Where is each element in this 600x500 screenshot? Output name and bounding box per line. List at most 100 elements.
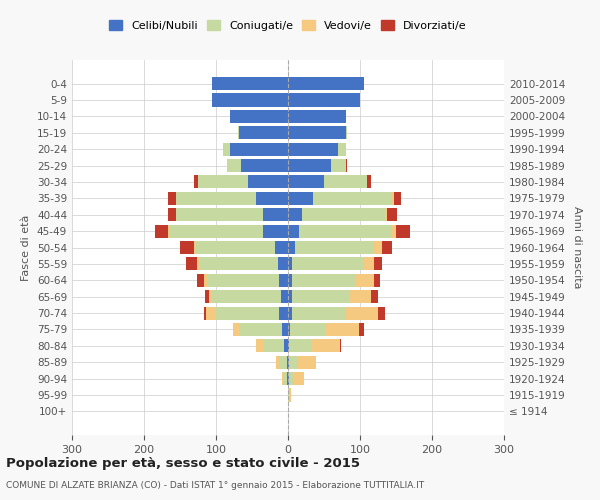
Bar xyxy=(364,258,374,270)
Bar xyxy=(392,192,394,205)
Bar xyxy=(280,306,288,320)
Bar xyxy=(208,274,280,287)
Bar xyxy=(282,323,288,336)
Bar xyxy=(289,372,293,385)
Bar xyxy=(359,323,364,336)
Bar xyxy=(288,241,295,254)
Bar xyxy=(280,274,288,287)
Bar xyxy=(298,356,316,369)
Y-axis label: Fasce di età: Fasce di età xyxy=(22,214,31,280)
Bar xyxy=(212,77,288,90)
Bar xyxy=(288,306,292,320)
Bar xyxy=(340,340,341,352)
Bar xyxy=(275,241,288,254)
Bar xyxy=(338,142,346,156)
Bar xyxy=(356,274,374,287)
Bar xyxy=(378,306,385,320)
Bar xyxy=(346,159,347,172)
Bar xyxy=(288,192,313,205)
Legend: Celibi/Nubili, Coniugati/e, Vedovi/e, Divorziati/e: Celibi/Nubili, Coniugati/e, Vedovi/e, Di… xyxy=(106,17,470,34)
Bar xyxy=(292,290,349,303)
Bar xyxy=(204,274,208,287)
Bar xyxy=(194,176,198,188)
Bar xyxy=(382,241,392,254)
Bar xyxy=(288,110,346,123)
Bar xyxy=(287,356,288,369)
Bar xyxy=(371,290,378,303)
Bar xyxy=(212,94,288,106)
Bar xyxy=(281,290,288,303)
Text: COMUNE DI ALZATE BRIANZA (CO) - Dati ISTAT 1° gennaio 2015 - Elaborazione TUTTIT: COMUNE DI ALZATE BRIANZA (CO) - Dati IST… xyxy=(6,481,424,490)
Bar xyxy=(198,176,248,188)
Bar xyxy=(248,176,288,188)
Bar xyxy=(287,372,288,385)
Bar xyxy=(313,192,392,205)
Bar xyxy=(168,224,169,237)
Bar xyxy=(288,208,302,222)
Bar xyxy=(256,192,288,205)
Bar xyxy=(288,176,324,188)
Bar xyxy=(367,176,371,188)
Bar xyxy=(215,306,280,320)
Bar xyxy=(227,159,241,172)
Bar xyxy=(326,323,359,336)
Bar xyxy=(168,208,176,222)
Bar xyxy=(288,258,292,270)
Bar xyxy=(197,258,199,270)
Bar xyxy=(293,372,304,385)
Bar xyxy=(288,142,338,156)
Bar xyxy=(281,372,283,385)
Bar xyxy=(324,176,367,188)
Bar xyxy=(263,340,284,352)
Bar xyxy=(288,126,346,140)
Bar xyxy=(280,356,287,369)
Bar xyxy=(284,340,288,352)
Bar xyxy=(283,372,287,385)
Text: Popolazione per età, sesso e stato civile - 2015: Popolazione per età, sesso e stato civil… xyxy=(6,458,360,470)
Bar xyxy=(197,274,204,287)
Bar xyxy=(196,241,275,254)
Bar xyxy=(176,192,256,205)
Bar xyxy=(386,208,397,222)
Bar xyxy=(331,159,346,172)
Bar xyxy=(278,258,288,270)
Bar xyxy=(276,356,280,369)
Bar xyxy=(205,306,206,320)
Bar xyxy=(209,290,212,303)
Bar xyxy=(288,340,289,352)
Bar xyxy=(199,258,278,270)
Bar xyxy=(392,224,396,237)
Bar xyxy=(238,126,239,140)
Bar xyxy=(302,208,385,222)
Bar xyxy=(289,340,311,352)
Bar xyxy=(288,356,289,369)
Bar xyxy=(288,388,289,402)
Bar xyxy=(241,159,288,172)
Bar xyxy=(295,241,374,254)
Bar xyxy=(311,340,340,352)
Bar xyxy=(346,306,378,320)
Bar xyxy=(292,258,364,270)
Bar xyxy=(396,224,410,237)
Bar xyxy=(349,290,371,303)
Bar xyxy=(288,94,360,106)
Bar xyxy=(346,126,347,140)
Bar xyxy=(289,356,298,369)
Bar xyxy=(155,224,168,237)
Bar xyxy=(239,323,282,336)
Bar xyxy=(186,258,197,270)
Bar xyxy=(230,142,288,156)
Bar xyxy=(223,142,230,156)
Bar xyxy=(239,126,288,140)
Bar xyxy=(292,306,346,320)
Bar xyxy=(374,241,382,254)
Bar xyxy=(263,208,288,222)
Bar xyxy=(180,241,194,254)
Bar xyxy=(176,208,263,222)
Bar xyxy=(290,323,326,336)
Bar xyxy=(194,241,196,254)
Bar xyxy=(288,323,290,336)
Bar xyxy=(288,372,289,385)
Bar xyxy=(374,274,380,287)
Bar xyxy=(385,208,386,222)
